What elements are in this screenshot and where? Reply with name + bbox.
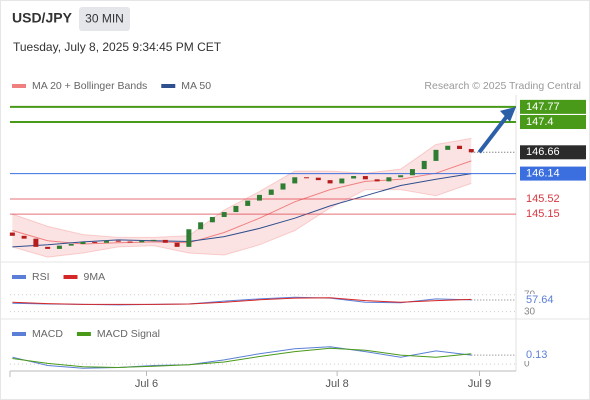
candle (445, 145, 451, 150)
y-tick-label: 0 (524, 359, 530, 370)
legend-label: MA 20 + Bollinger Bands (32, 80, 147, 92)
indicator-line (12, 297, 472, 305)
candle (45, 246, 51, 249)
candle (174, 242, 180, 247)
x-tick-label: Jul 6 (135, 378, 158, 390)
candle (80, 241, 86, 244)
legend-swatch (12, 275, 26, 279)
current-value-label: 57.64 (526, 294, 554, 306)
legend-swatch (12, 332, 26, 336)
current-value-label: 0.13 (526, 349, 547, 361)
level-label: 145.15 (526, 208, 560, 220)
candle (268, 189, 274, 195)
bollinger-fill (12, 138, 472, 258)
level-label: 146.14 (526, 167, 560, 179)
ma-line (12, 173, 472, 248)
candle (92, 241, 98, 243)
ma-line (12, 160, 472, 245)
current-price-box (520, 145, 586, 160)
current-value-box (520, 349, 560, 362)
credit: Research © 2025 Trading Central (424, 80, 581, 92)
indicator-line (12, 347, 472, 369)
candle (139, 240, 145, 243)
current-price-label: 146.66 (526, 146, 560, 158)
legend-swatch (12, 84, 26, 88)
candle (351, 176, 357, 179)
indicator-line (12, 346, 472, 369)
y-tick-label: 30 (524, 306, 536, 317)
candle (233, 205, 239, 213)
candle (362, 176, 368, 180)
forecast-arrowhead (500, 106, 516, 122)
candle (457, 145, 463, 150)
level-label: 147.77 (526, 101, 560, 113)
candle (280, 183, 286, 190)
level-box (520, 115, 586, 130)
interval-badge (79, 7, 130, 31)
candle (256, 194, 262, 201)
symbol-title: USD/JPY (12, 10, 73, 26)
forecast-arrow (477, 113, 510, 154)
level-box (520, 99, 586, 114)
candle (468, 149, 474, 153)
legend-label: MACD Signal (97, 328, 160, 340)
candle (315, 177, 321, 181)
legend-swatch (76, 332, 91, 336)
current-value-box (520, 293, 560, 306)
legend-label: 9MA (84, 271, 106, 283)
x-tick-label: Jul 8 (326, 378, 349, 390)
candle (186, 229, 192, 247)
bollinger-upper (12, 137, 472, 238)
level-box (520, 166, 586, 181)
candle (198, 222, 204, 230)
candle (68, 243, 74, 246)
candle (433, 149, 439, 161)
x-tick-label: Jul 9 (468, 378, 491, 390)
candle (103, 240, 109, 243)
candle (21, 235, 27, 239)
candle (386, 177, 392, 182)
candle (292, 177, 298, 184)
candle (245, 200, 251, 206)
candle (209, 216, 215, 223)
legend-label: MACD (32, 328, 63, 340)
candle (304, 177, 310, 179)
candle (33, 238, 39, 247)
level-label: 147.4 (526, 116, 554, 128)
bollinger-lower (12, 182, 472, 258)
legend-label: MA 50 (181, 80, 211, 92)
candle (409, 169, 415, 176)
candle (115, 240, 121, 242)
candle (398, 175, 404, 178)
candle (151, 239, 157, 241)
legend-label: RSI (32, 271, 50, 283)
legend-swatch (161, 84, 176, 88)
level-label: 145.52 (526, 193, 560, 205)
legend-swatch (63, 275, 78, 279)
interval-label: 30 MIN (85, 12, 124, 26)
candle (339, 178, 345, 184)
timestamp: Tuesday, July 8, 2025 9:34:45 PM CET (13, 40, 222, 54)
candle (9, 232, 15, 236)
candle (421, 160, 427, 170)
candle (221, 212, 227, 217)
candle (374, 179, 380, 182)
candle (327, 180, 333, 184)
candle (127, 241, 133, 243)
candle (56, 245, 62, 249)
candle (162, 239, 168, 243)
